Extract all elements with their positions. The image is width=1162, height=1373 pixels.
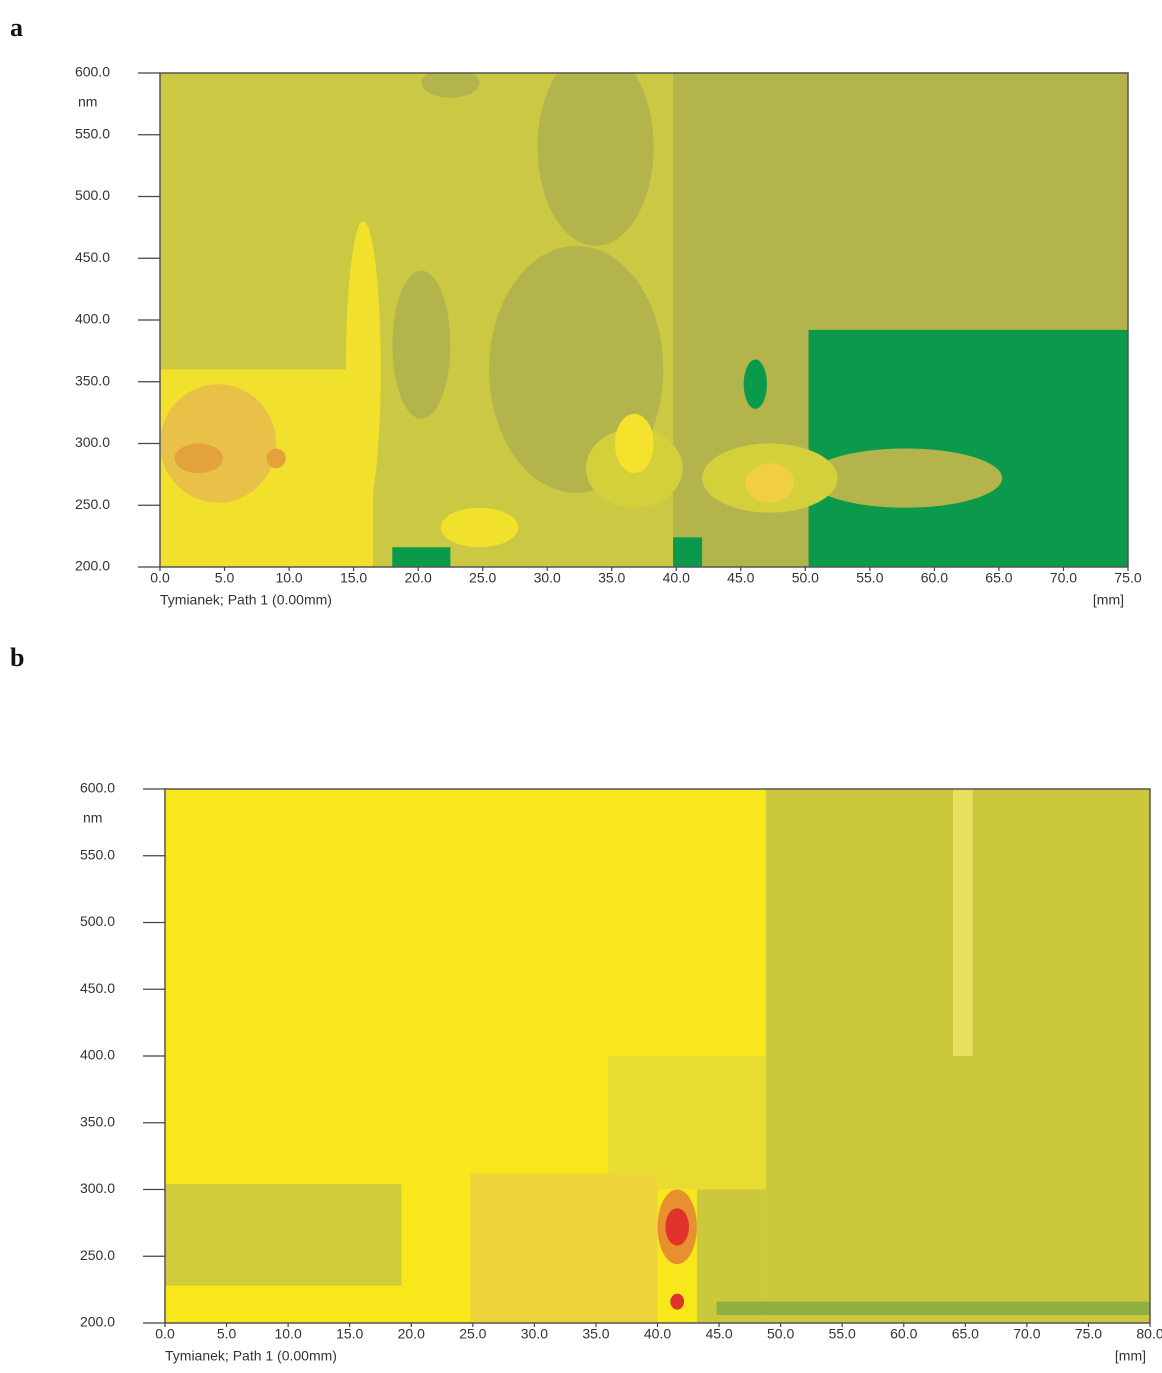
y-tick-label: 550.0: [75, 125, 110, 141]
y-unit: nm: [78, 94, 97, 110]
x-tick-label: 60.0: [921, 570, 948, 586]
x-tick-label: 55.0: [856, 570, 883, 586]
x-tick-label: 35.0: [582, 1326, 609, 1342]
contour-region: [440, 507, 519, 548]
x-tick-label: 40.0: [663, 570, 690, 586]
x-tick-label: 75.0: [1114, 570, 1141, 586]
caption: Tymianek; Path 1 (0.00mm): [165, 1348, 337, 1364]
x-tick-label: 15.0: [336, 1326, 363, 1342]
y-tick-label: 600.0: [80, 780, 115, 796]
contour-region: [266, 448, 286, 469]
caption: Tymianek; Path 1 (0.00mm): [160, 592, 332, 608]
x-tick-label: 10.0: [275, 570, 302, 586]
y-unit: nm: [83, 810, 102, 826]
y-tick-label: 400.0: [80, 1047, 115, 1063]
x-tick-label: 40.0: [644, 1326, 671, 1342]
x-tick-label: 10.0: [275, 1326, 302, 1342]
contour-region: [808, 448, 1003, 508]
contour-region: [745, 463, 795, 503]
contour-region: [421, 73, 480, 98]
x-tick-label: 0.0: [150, 570, 170, 586]
contour-region: [160, 384, 277, 503]
x-unit: [mm]: [1093, 592, 1124, 608]
x-tick-label: 75.0: [1075, 1326, 1102, 1342]
y-tick-label: 500.0: [75, 187, 110, 203]
contour-region: [537, 73, 654, 246]
panel-label: a: [10, 13, 23, 42]
x-tick-label: 5.0: [215, 570, 235, 586]
y-tick-label: 250.0: [80, 1247, 115, 1263]
contour-region: [665, 1208, 690, 1246]
contour-region: [470, 1173, 658, 1323]
y-tick-label: 450.0: [80, 980, 115, 996]
y-tick-label: 600.0: [75, 64, 110, 80]
x-tick-label: 80.0: [1136, 1326, 1162, 1342]
x-tick-label: 20.0: [405, 570, 432, 586]
y-tick-label: 200.0: [75, 558, 110, 574]
x-tick-label: 25.0: [459, 1326, 486, 1342]
contour-region: [808, 329, 1128, 567]
y-tick-label: 250.0: [75, 496, 110, 512]
x-tick-label: 70.0: [1050, 570, 1077, 586]
contour-region: [953, 789, 973, 1056]
y-tick-label: 200.0: [80, 1314, 115, 1330]
contour-region: [165, 1184, 402, 1286]
contour-region: [392, 270, 451, 419]
y-tick-label: 500.0: [80, 913, 115, 929]
x-tick-label: 65.0: [985, 570, 1012, 586]
contour-region: [716, 1301, 1150, 1315]
chart: b 200.0 250.0 300.0 350.0 400.0 450.0 500.0 550.…: [10, 643, 1162, 1364]
contour-region: [174, 443, 223, 474]
y-tick-label: 300.0: [80, 1180, 115, 1196]
x-tick-label: 30.0: [534, 570, 561, 586]
x-tick-label: 45.0: [727, 570, 754, 586]
x-tick-label: 15.0: [340, 570, 367, 586]
contour-region: [345, 221, 381, 518]
x-tick-label: 50.0: [767, 1326, 794, 1342]
y-tick-label: 400.0: [75, 311, 110, 327]
x-tick-label: 30.0: [521, 1326, 548, 1342]
x-tick-label: 60.0: [890, 1326, 917, 1342]
y-tick-label: 300.0: [75, 434, 110, 450]
contour-field: [165, 789, 1150, 1323]
y-tick-label: 350.0: [80, 1113, 115, 1129]
x-tick-label: 50.0: [792, 570, 819, 586]
y-tick-label: 350.0: [75, 372, 110, 388]
x-tick-label: 45.0: [705, 1326, 732, 1342]
contour-region: [237, 512, 277, 563]
contour-region: [670, 1293, 685, 1310]
contour-region: [673, 537, 703, 567]
x-tick-label: 0.0: [155, 1326, 175, 1342]
x-tick-label: 65.0: [952, 1326, 979, 1342]
contour-region: [392, 547, 451, 567]
chart: a 200.0 250.0 300.0 350.0 400.0 450.0 500.0 550.…: [10, 13, 1142, 608]
x-tick-label: 70.0: [1013, 1326, 1040, 1342]
x-tick-label: 35.0: [598, 570, 625, 586]
x-tick-label: 20.0: [398, 1326, 425, 1342]
contour-field: [160, 73, 1128, 567]
x-tick-label: 25.0: [469, 570, 496, 586]
y-tick-label: 550.0: [80, 846, 115, 862]
contour-region: [743, 359, 767, 409]
panel-label: b: [10, 643, 24, 672]
contour-region: [696, 1189, 766, 1323]
contour-region: [673, 73, 1128, 330]
x-tick-label: 5.0: [217, 1326, 237, 1342]
contour-region: [608, 1056, 766, 1190]
contour-region: [614, 413, 654, 474]
y-tick-label: 450.0: [75, 249, 110, 265]
x-unit: [mm]: [1115, 1348, 1146, 1364]
x-tick-label: 55.0: [829, 1326, 856, 1342]
